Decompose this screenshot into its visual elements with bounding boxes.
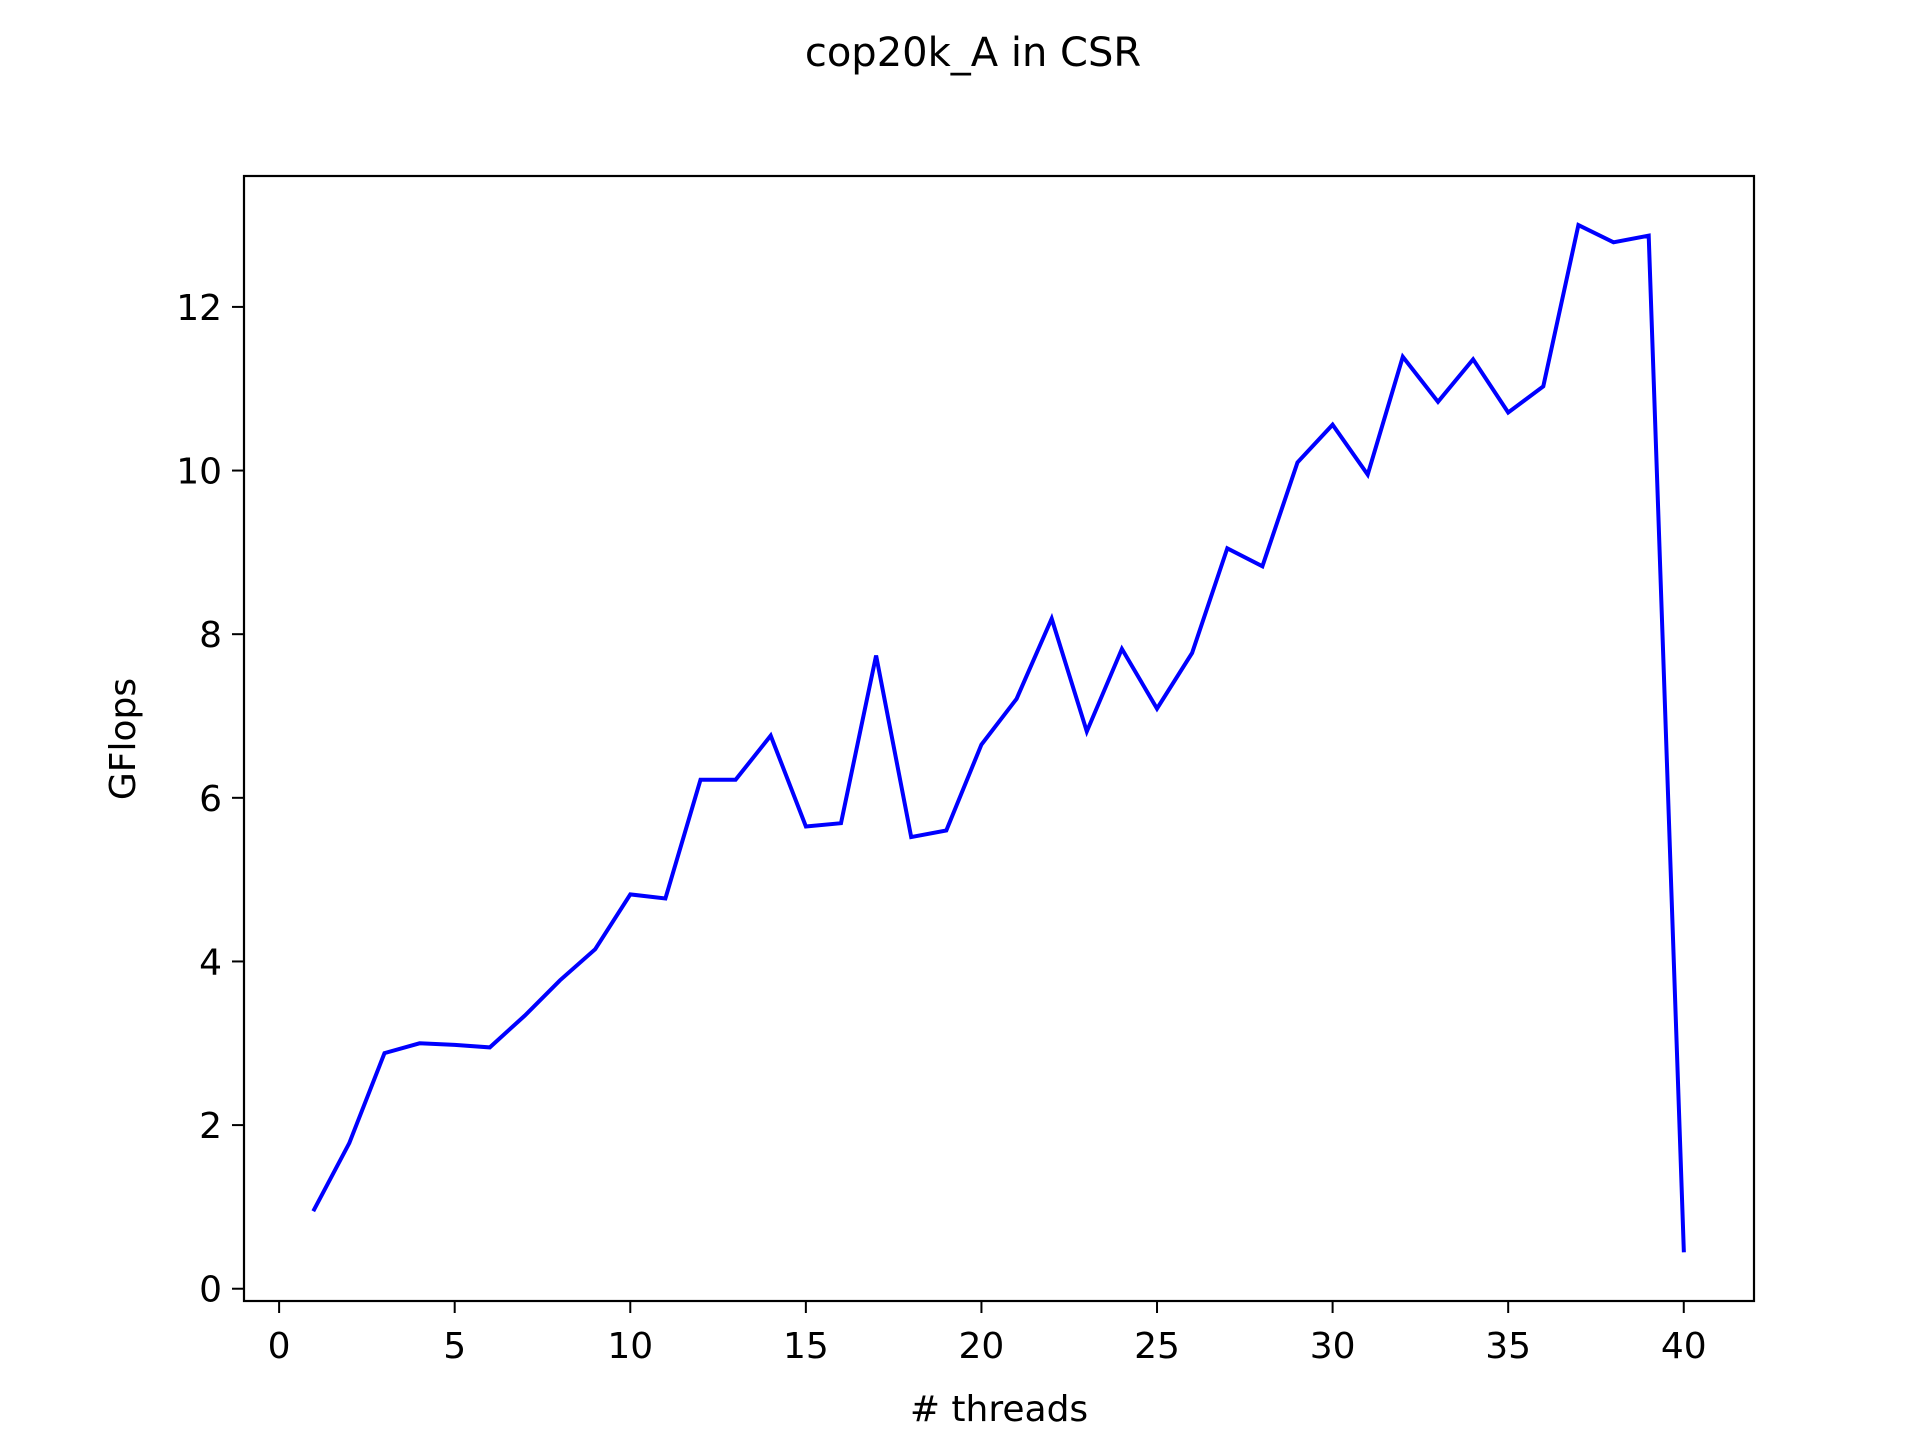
y-tick-label: 8 xyxy=(199,615,222,656)
plot-area xyxy=(242,174,1756,1303)
x-tick-label: 10 xyxy=(607,1326,653,1367)
x-tick-label: 0 xyxy=(268,1326,291,1367)
y-tick-label: 0 xyxy=(199,1270,222,1311)
series-layer xyxy=(311,222,1686,1253)
y-tick-label: 2 xyxy=(199,1106,222,1147)
series-line xyxy=(311,222,1686,1253)
y-tick-label: 6 xyxy=(199,779,222,820)
x-axis-ticks: 0 5 10 15 20 25 30 35 40 xyxy=(268,1301,1707,1367)
y-tick-label: 4 xyxy=(199,942,222,983)
x-tick-label: 30 xyxy=(1310,1326,1356,1367)
y-axis-ticks: 0 2 4 6 8 10 12 xyxy=(176,288,244,1311)
x-tick-label: 20 xyxy=(959,1326,1005,1367)
y-axis-label: GFlops xyxy=(103,678,144,800)
y-tick-label: 12 xyxy=(176,288,222,329)
x-tick-label: 5 xyxy=(443,1326,466,1367)
x-tick-label: 35 xyxy=(1485,1326,1531,1367)
y-tick-label: 10 xyxy=(176,452,222,493)
axes-frame xyxy=(242,174,1756,1303)
x-axis-label: # threads xyxy=(910,1389,1088,1430)
x-tick-label: 25 xyxy=(1134,1326,1180,1367)
x-tick-label: 15 xyxy=(783,1326,829,1367)
x-tick-label: 40 xyxy=(1661,1326,1707,1367)
chart-title: cop20k_A in CSR xyxy=(805,30,1141,76)
